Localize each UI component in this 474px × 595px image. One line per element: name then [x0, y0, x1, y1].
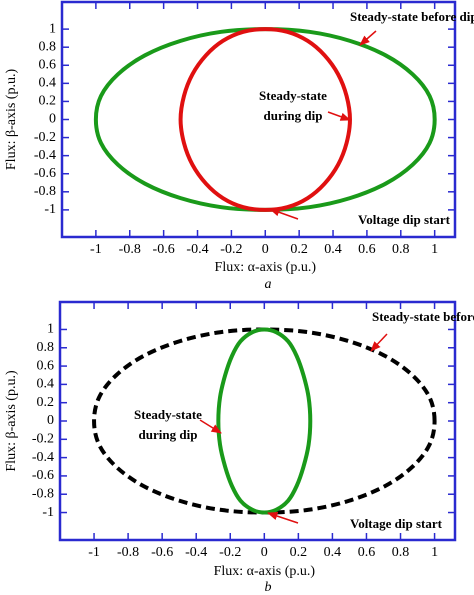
x-tick-label: -0.4: [186, 242, 208, 257]
x-tick-label: 0.6: [358, 242, 376, 257]
y-tick-label: -0.8: [34, 184, 56, 199]
y-axis-title: Flux: β-axis (p.u.): [4, 69, 19, 171]
annotation-arrow: [267, 512, 299, 524]
curve: [178, 27, 352, 212]
panel: -1 -0.8 -0.6 -0.4 -0.2 0 0.2 0.4 0.6 0.8 1 -1 -0.8 -0…: [4, 0, 474, 292]
annotation: Steady-state before dip: [372, 309, 474, 324]
y-tick-label: -0.6: [32, 468, 54, 483]
annotation-arrow: [199, 419, 222, 434]
x-tick-label: 1: [431, 242, 438, 257]
x-tick-label: 0.4: [324, 242, 342, 257]
annotation: Voltage dip start: [358, 212, 451, 227]
y-tick-label: 1: [49, 21, 56, 36]
x-tick-label: -1: [90, 242, 102, 257]
y-tick-label: 0: [49, 112, 56, 127]
annotation-arrow: [327, 111, 351, 121]
y-axis-title: Flux: β-axis (p.u.): [4, 370, 19, 472]
y-tick-label: 0.2: [37, 395, 55, 410]
curve: [93, 27, 437, 212]
x-tick-label: -0.6: [153, 242, 175, 257]
x-tick-label: 1: [431, 545, 438, 560]
x-axis-title: Flux: α-axis (p.u.): [215, 260, 317, 275]
caption: b: [265, 580, 272, 595]
annotation: Voltage dip start: [350, 516, 443, 531]
y-tick-label: 0.6: [37, 358, 55, 373]
plot-frame: [60, 0, 457, 239]
x-tick-label: 0.4: [324, 545, 342, 560]
y-tick-label: 1: [47, 322, 54, 337]
x-tick-label: 0.8: [392, 545, 410, 560]
x-axis-title: Flux: α-axis (p.u.): [214, 564, 316, 579]
x-tick-label: 0: [262, 242, 269, 257]
x-tick-label: -0.2: [220, 242, 242, 257]
x-tick-label: 0.2: [290, 545, 308, 560]
y-tick-label: 0.4: [39, 76, 57, 91]
annotation-arrow: [370, 333, 388, 352]
y-tick-label: -0.6: [34, 166, 56, 181]
annotation-arrow: [359, 30, 377, 46]
x-tick-label: -0.2: [219, 545, 241, 560]
curve: [92, 327, 437, 515]
x-tick-label: -1: [88, 545, 100, 560]
y-tick-label: 0.8: [39, 39, 57, 54]
annotation: during dip: [264, 108, 323, 123]
y-tick-label: -0.2: [32, 432, 54, 447]
y-tick-label: 0.8: [37, 340, 55, 355]
annotation: Steady-state before dip: [350, 9, 474, 24]
caption: a: [265, 277, 272, 292]
y-tick-label: -1: [42, 505, 54, 520]
x-tick-label: 0: [261, 545, 268, 560]
x-tick-label: -0.8: [119, 242, 141, 257]
x-tick-label: -0.8: [117, 545, 139, 560]
annotation: Steady-state: [134, 407, 202, 422]
y-tick-label: 0.6: [39, 57, 57, 72]
y-tick-label: 0.4: [37, 377, 55, 392]
plot-frame: [58, 300, 457, 542]
y-tick-label: -0.4: [34, 148, 56, 163]
curve: [216, 327, 313, 515]
y-tick-label: -0.2: [34, 130, 56, 145]
x-tick-label: 0.8: [392, 242, 410, 257]
y-tick-label: 0.2: [39, 94, 57, 109]
x-tick-label: -0.4: [185, 545, 207, 560]
y-tick-label: -0.4: [32, 450, 54, 465]
y-tick-label: -1: [44, 202, 56, 217]
y-tick-label: -0.8: [32, 486, 54, 501]
annotation-arrow: [269, 208, 299, 220]
annotation: Steady-state: [259, 88, 327, 103]
y-tick-label: 0: [47, 413, 54, 428]
x-tick-label: -0.6: [151, 545, 173, 560]
panel: -1 -0.8 -0.6 -0.4 -0.2 0 0.2 0.4 0.6 0.8 1 -1 -0.8 -0…: [4, 300, 474, 595]
x-tick-label: 0.2: [290, 242, 308, 257]
x-tick-label: 0.6: [358, 545, 376, 560]
annotation: during dip: [139, 427, 198, 442]
